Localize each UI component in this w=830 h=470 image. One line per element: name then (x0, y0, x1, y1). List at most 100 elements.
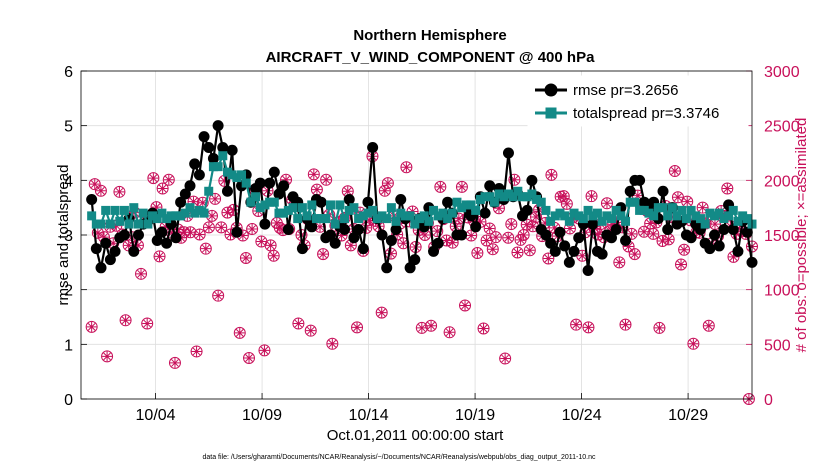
obs-possible-point (668, 165, 681, 178)
obs-assimilated-point (416, 322, 427, 333)
spread-point (499, 192, 509, 202)
obs-assimilated-point (142, 318, 153, 329)
obs-assimilated-point (308, 169, 319, 180)
rmse-point (362, 196, 374, 208)
x-axis-label: Oct.01,2011 00:00:00 start (327, 427, 504, 444)
obs-possible-point (190, 345, 203, 358)
spread-point (466, 200, 476, 210)
y-tick-label-right: 2000 (764, 173, 800, 190)
obs-possible-point (184, 226, 197, 239)
obs-possible-point (307, 168, 320, 181)
obs-assimilated-point (669, 166, 680, 177)
obs-assimilated-point (219, 175, 230, 186)
obs-assimilated-point (102, 351, 113, 362)
obs-possible-point (147, 172, 160, 185)
spread-point (87, 211, 97, 221)
spread-point (438, 208, 448, 218)
spread-point (457, 203, 467, 213)
obs-assimilated-point (435, 181, 446, 192)
obs-possible-point (489, 231, 502, 244)
obs-possible-point (375, 306, 388, 319)
spread-point (405, 211, 415, 221)
obs-assimilated-point (444, 327, 455, 338)
spread-point (330, 219, 340, 229)
obs-assimilated-point (293, 318, 304, 329)
chart-title: Northern Hemisphere (353, 27, 506, 44)
obs-assimilated-point (401, 162, 412, 173)
y-tick-label-left: 0 (64, 392, 73, 409)
spread-point (349, 203, 359, 213)
rmse-point (521, 204, 533, 216)
obs-assimilated-point (518, 230, 529, 240)
obs-assimilated-point (623, 241, 634, 252)
obs-assimilated-point (432, 226, 443, 237)
obs-assimilated-point (617, 222, 628, 233)
obs-assimilated-point (342, 186, 353, 197)
rmse-point (526, 174, 538, 186)
obs-assimilated-point (376, 307, 387, 318)
obs-possible-point (499, 352, 512, 365)
rmse-point (282, 224, 294, 236)
y-tick-label-right: 500 (764, 337, 791, 354)
obs-assimilated-point (490, 232, 501, 243)
obs-assimilated-point (86, 321, 97, 332)
spread-point (710, 211, 720, 221)
rmse-point (268, 166, 280, 178)
spread-point (635, 205, 645, 215)
spread-point (569, 208, 579, 218)
obs-assimilated-point (728, 251, 739, 262)
rmse-point (175, 196, 187, 208)
x-tick-label: 10/19 (455, 407, 495, 424)
spread-point (429, 205, 439, 215)
obs-assimilated-point (222, 207, 233, 218)
plot-frame (80, 70, 753, 400)
spread-point (391, 216, 401, 226)
obs-assimilated-point (166, 227, 177, 238)
rmse-point (718, 224, 730, 236)
rmse-point (559, 240, 571, 252)
obs-assimilated-point (564, 223, 575, 234)
obs-assimilated-point (583, 322, 594, 333)
spread-point (115, 216, 125, 226)
obs-possible-point (455, 180, 468, 193)
obs-assimilated-point (540, 217, 551, 228)
obs-assimilated-point (456, 181, 467, 192)
obs-possible-point (653, 321, 666, 334)
obs-possible-point (400, 161, 413, 174)
obs-possible-point (153, 250, 166, 263)
obs-assimilated-point (580, 227, 591, 238)
spread-point (564, 216, 574, 226)
rmse-point (624, 185, 636, 197)
spread-point (452, 197, 462, 207)
obs-assimilated-point (682, 196, 693, 207)
obs-possible-point (119, 314, 132, 327)
obs-assimilated-point (382, 178, 393, 189)
legend-rmse-marker (544, 83, 558, 97)
rmse-point (685, 232, 697, 244)
obs-assimilated-point (512, 247, 523, 258)
obs-assimilated-point (154, 251, 165, 262)
rmse-point (662, 224, 674, 236)
obs-assimilated-point (561, 198, 572, 209)
rmse-point (732, 245, 744, 257)
spread-point (157, 208, 167, 218)
chart-subtitle: AIRCRAFT_V_WIND_COMPONENT @ 400 hPa (266, 49, 596, 66)
spread-point (447, 208, 457, 218)
spread-point (110, 205, 120, 215)
spread-point (119, 205, 129, 215)
spread-point (129, 203, 139, 213)
rmse-point (100, 237, 112, 249)
spread-point (283, 205, 293, 215)
spread-point (138, 208, 148, 218)
spread-point (297, 203, 307, 213)
spread-point (91, 219, 101, 229)
spread-point (733, 216, 743, 226)
obs-possible-point (702, 319, 715, 332)
spread-point (532, 194, 542, 204)
obs-assimilated-point (654, 322, 665, 333)
obs-assimilated-point (237, 230, 248, 241)
obs-possible-point (585, 190, 598, 203)
rmse-point (278, 180, 290, 192)
obs-possible-point (317, 248, 330, 261)
obs-assimilated-point (114, 186, 125, 197)
